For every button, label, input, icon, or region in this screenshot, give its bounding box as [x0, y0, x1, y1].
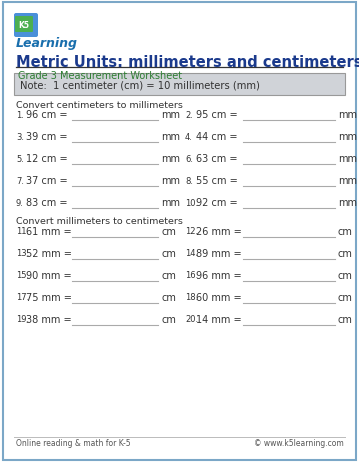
- FancyBboxPatch shape: [15, 17, 33, 33]
- Text: Note:  1 centimeter (cm) = 10 millimeters (mm): Note: 1 centimeter (cm) = 10 millimeters…: [20, 80, 260, 90]
- Text: 44 cm =: 44 cm =: [196, 131, 238, 142]
- Text: 75 mm =: 75 mm =: [26, 292, 72, 302]
- Text: mm: mm: [161, 154, 180, 163]
- Text: 11.: 11.: [16, 227, 29, 236]
- Text: 39 cm =: 39 cm =: [26, 131, 67, 142]
- Text: mm: mm: [338, 154, 357, 163]
- Text: 52 mm =: 52 mm =: [26, 249, 72, 258]
- Text: 5.: 5.: [16, 154, 24, 163]
- Text: 55 cm =: 55 cm =: [196, 175, 238, 186]
- Text: cm: cm: [161, 314, 176, 324]
- Text: 12.: 12.: [185, 227, 198, 236]
- Text: mm: mm: [338, 131, 357, 142]
- Text: cm: cm: [161, 226, 176, 237]
- Text: 15.: 15.: [16, 271, 29, 280]
- Bar: [14, 74, 345, 96]
- Text: 9.: 9.: [16, 198, 24, 207]
- Text: mm: mm: [161, 198, 180, 207]
- Text: mm: mm: [338, 110, 357, 120]
- Text: 17.: 17.: [16, 293, 29, 302]
- Text: 20.: 20.: [185, 315, 198, 324]
- Text: cm: cm: [338, 226, 353, 237]
- Text: 96 cm =: 96 cm =: [26, 110, 67, 120]
- Text: 3.: 3.: [16, 132, 24, 141]
- Text: K5: K5: [19, 20, 29, 30]
- Text: Grade 3 Measurement Worksheet: Grade 3 Measurement Worksheet: [18, 71, 182, 81]
- Text: cm: cm: [161, 292, 176, 302]
- Text: 26 mm =: 26 mm =: [196, 226, 242, 237]
- Text: Learning: Learning: [16, 37, 78, 50]
- Text: cm: cm: [338, 292, 353, 302]
- Text: 83 cm =: 83 cm =: [26, 198, 67, 207]
- Text: cm: cm: [161, 270, 176, 281]
- Text: 14 mm =: 14 mm =: [196, 314, 242, 324]
- Text: mm: mm: [161, 131, 180, 142]
- Text: mm: mm: [161, 175, 180, 186]
- Text: 2.: 2.: [185, 110, 193, 119]
- Text: cm: cm: [338, 314, 353, 324]
- Text: 38 mm =: 38 mm =: [26, 314, 72, 324]
- Text: Convert centimeters to millimeters: Convert centimeters to millimeters: [16, 101, 183, 110]
- Text: 19.: 19.: [16, 315, 29, 324]
- Text: 1.: 1.: [16, 110, 24, 119]
- Text: © www.k5learning.com: © www.k5learning.com: [254, 438, 344, 448]
- Text: cm: cm: [338, 270, 353, 281]
- Text: Online reading & math for K-5: Online reading & math for K-5: [16, 438, 131, 448]
- Text: 13.: 13.: [16, 249, 29, 258]
- Text: 4.: 4.: [185, 132, 193, 141]
- Text: 61 mm =: 61 mm =: [26, 226, 72, 237]
- Text: 18.: 18.: [185, 293, 198, 302]
- Text: 16.: 16.: [185, 271, 198, 280]
- Text: 6.: 6.: [185, 154, 193, 163]
- Text: 14.: 14.: [185, 249, 198, 258]
- Text: 63 cm =: 63 cm =: [196, 154, 238, 163]
- Text: 92 cm =: 92 cm =: [196, 198, 238, 207]
- FancyBboxPatch shape: [14, 14, 38, 38]
- Text: 7.: 7.: [16, 176, 24, 185]
- Text: mm: mm: [338, 175, 357, 186]
- Text: 95 cm =: 95 cm =: [196, 110, 238, 120]
- Text: Convert millimeters to centimeters: Convert millimeters to centimeters: [16, 217, 183, 225]
- Text: 37 cm =: 37 cm =: [26, 175, 67, 186]
- Text: 60 mm =: 60 mm =: [196, 292, 242, 302]
- Text: Metric Units: millimeters and centimeters: Metric Units: millimeters and centimeter…: [16, 55, 359, 70]
- Text: mm: mm: [338, 198, 357, 207]
- Text: 8.: 8.: [185, 176, 193, 185]
- Text: 89 mm =: 89 mm =: [196, 249, 242, 258]
- Text: 10.: 10.: [185, 198, 198, 207]
- Text: cm: cm: [338, 249, 353, 258]
- Text: 90 mm =: 90 mm =: [26, 270, 72, 281]
- Text: 96 mm =: 96 mm =: [196, 270, 242, 281]
- Text: cm: cm: [161, 249, 176, 258]
- Text: mm: mm: [161, 110, 180, 120]
- Text: 12 cm =: 12 cm =: [26, 154, 67, 163]
